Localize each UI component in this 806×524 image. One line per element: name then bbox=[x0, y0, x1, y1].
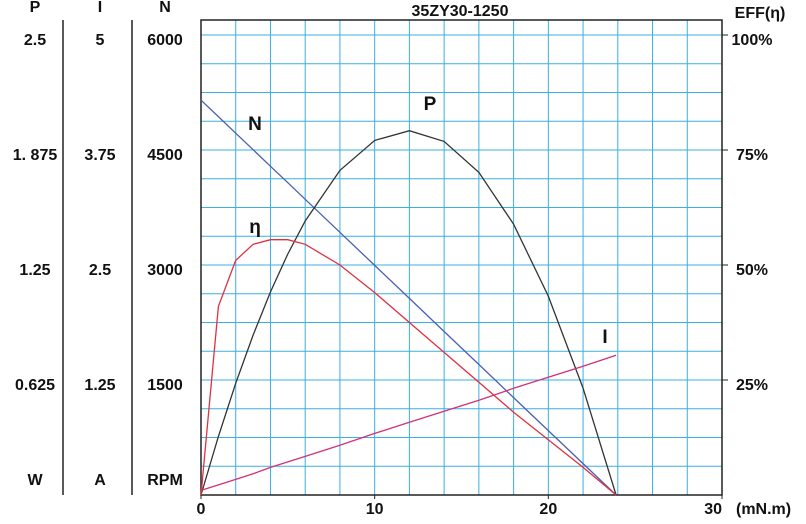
chart-title: 35ZY30-1250 bbox=[412, 3, 509, 20]
y-tick-label: 6000 bbox=[147, 32, 183, 49]
y-tick-label: 50% bbox=[736, 262, 768, 279]
series-label: I bbox=[602, 327, 607, 348]
y-tick-label: 1500 bbox=[147, 377, 183, 394]
x-axis-label: (mN.m) bbox=[736, 501, 791, 518]
x-tick-label: 30 bbox=[704, 501, 722, 518]
series-line bbox=[200, 239, 617, 496]
x-tick-label: 0 bbox=[197, 501, 206, 518]
axis-unit: RPM bbox=[147, 472, 183, 489]
series-line bbox=[200, 99, 617, 496]
axis-name: N bbox=[159, 0, 171, 16]
y-tick-label: 3.75 bbox=[84, 147, 115, 164]
axis-name: EFF(η) bbox=[735, 5, 786, 22]
series-line bbox=[200, 354, 617, 492]
y-tick-label: 1.25 bbox=[19, 262, 50, 279]
x-tick-label: 20 bbox=[539, 501, 557, 518]
y-tick-label: 5 bbox=[96, 32, 105, 49]
y-tick-label: 100% bbox=[732, 32, 773, 49]
y-tick-label: 1.25 bbox=[84, 377, 115, 394]
y-tick-label: 0.625 bbox=[15, 377, 55, 394]
series-label: P bbox=[424, 94, 437, 115]
axis-unit: A bbox=[94, 472, 106, 489]
y-tick-label: 4500 bbox=[147, 147, 183, 164]
y-tick-label: 1. 875 bbox=[13, 147, 58, 164]
axis-unit: W bbox=[27, 472, 43, 489]
axis-name: P bbox=[30, 0, 41, 16]
y-tick-label: 3000 bbox=[147, 262, 183, 279]
y-tick-label: 2.5 bbox=[24, 32, 46, 49]
y-tick-label: 25% bbox=[736, 377, 768, 394]
plot-frame bbox=[200, 19, 723, 496]
axis-name: I bbox=[98, 0, 102, 16]
y-tick-label: 75% bbox=[736, 147, 768, 164]
series-line bbox=[200, 130, 617, 496]
series-label: N bbox=[248, 114, 262, 135]
x-tick-label: 10 bbox=[366, 501, 384, 518]
y-tick-label: 2.5 bbox=[89, 262, 111, 279]
series-label: η bbox=[249, 217, 261, 238]
